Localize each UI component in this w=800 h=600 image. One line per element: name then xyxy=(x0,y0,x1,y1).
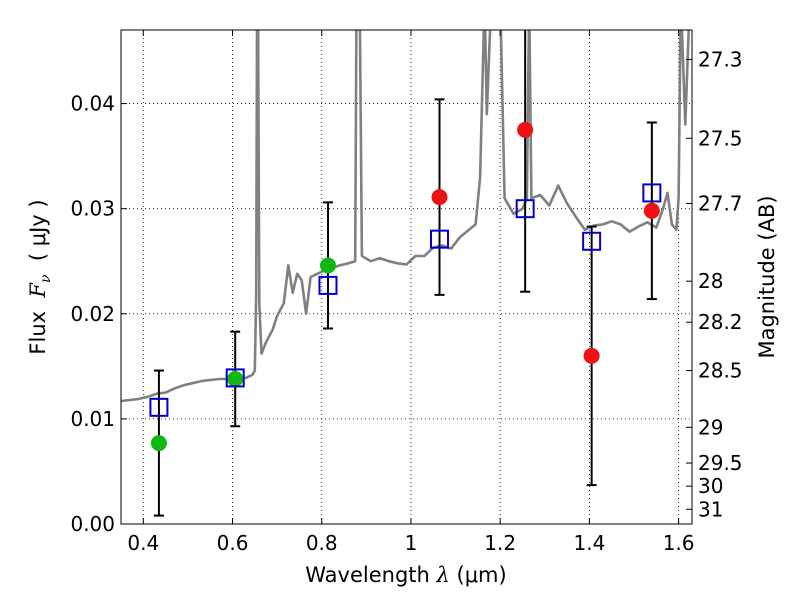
model-square xyxy=(430,229,450,249)
y-axis-label: Flux Fν ( μJy ) xyxy=(26,199,54,354)
x-tick-label: 1 xyxy=(405,531,418,555)
y-axis-label-var: F xyxy=(26,282,50,299)
y-tick-label: 0.03 xyxy=(70,197,115,221)
mag-tick-label: 31 xyxy=(698,497,723,521)
x-tick-label: 1.4 xyxy=(573,531,605,555)
y-axis-label-sub: ν xyxy=(38,274,54,283)
y2-axis-label: Magnitude (AB) xyxy=(755,195,779,358)
y-axis-label-prefix: Flux xyxy=(26,298,50,355)
x-tick-label: 0.4 xyxy=(127,531,159,555)
spectrum-line xyxy=(121,30,690,403)
x-axis-label-suffix: (μm) xyxy=(450,563,507,587)
y-tick-label: 0.01 xyxy=(70,407,115,431)
y-axis-label-suffix: ( μJy ) xyxy=(26,199,50,274)
mag-tick-label: 29 xyxy=(698,415,723,439)
hst-point xyxy=(431,189,448,206)
x-tick-label: 0.6 xyxy=(217,531,249,555)
y-tick-label: 0.02 xyxy=(70,302,115,326)
mag-tick-label: 28.5 xyxy=(698,359,743,383)
x-axis-label: Wavelength λ (μm) xyxy=(305,563,506,587)
hst-point xyxy=(643,202,660,219)
mag-tick-label: 27.3 xyxy=(698,47,743,71)
x-axis-label-prefix: Wavelength xyxy=(305,563,436,587)
x-axis-label-var: λ xyxy=(436,563,450,587)
hst-point xyxy=(517,121,534,138)
ground-point xyxy=(319,257,336,274)
model-square xyxy=(582,231,602,251)
spectrum-layer xyxy=(121,30,690,403)
hst-point xyxy=(583,347,600,364)
model-square xyxy=(515,199,535,219)
data-points xyxy=(149,121,662,452)
model-square xyxy=(642,183,662,203)
mag-tick-label: 30 xyxy=(698,474,723,498)
plot-frame xyxy=(120,29,693,525)
y-tick-label: 0.04 xyxy=(70,92,115,116)
x-tick-label: 0.8 xyxy=(306,531,338,555)
mag-tick-label: 27.7 xyxy=(698,191,743,215)
mag-tick-label: 29.5 xyxy=(698,451,743,475)
axis-ticks: 0.4 0.6 0.8 1 1.2 1.4 1.6 0.00 0.01 0.02 0.03 0.04 2… xyxy=(70,30,743,555)
mag-tick-label: 28.2 xyxy=(698,310,743,334)
model-square xyxy=(225,368,245,388)
y-tick-label: 0.00 xyxy=(70,512,115,536)
ground-point xyxy=(227,370,244,387)
x-tick-label: 1.6 xyxy=(663,531,695,555)
x-tick-label: 1.2 xyxy=(484,531,516,555)
ground-point xyxy=(150,435,167,452)
plot-background xyxy=(121,30,692,524)
model-square xyxy=(318,275,338,295)
mag-tick-label: 28 xyxy=(698,269,723,293)
model-square xyxy=(149,397,169,417)
mag-tick-label: 27.5 xyxy=(698,126,743,150)
